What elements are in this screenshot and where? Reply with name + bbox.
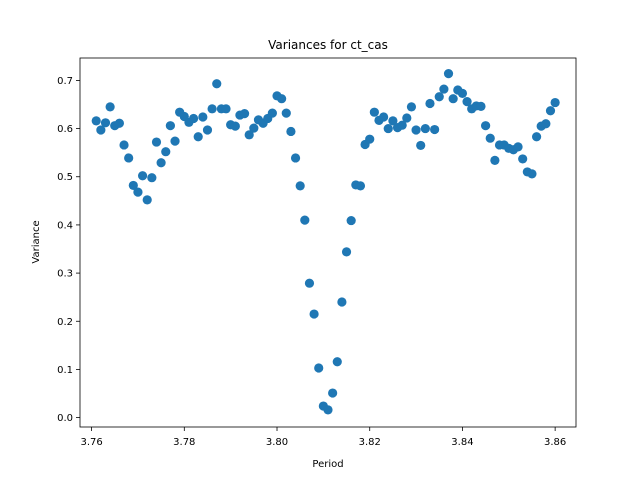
data-point — [425, 98, 435, 109]
x-tick-label: 3.82 — [359, 437, 381, 448]
data-point — [100, 118, 111, 128]
data-point — [267, 108, 277, 118]
data-point — [309, 309, 319, 319]
data-point — [212, 79, 222, 89]
x-tick-label: 3.76 — [80, 437, 102, 448]
data-point — [416, 140, 426, 151]
data-point — [481, 121, 491, 131]
data-point — [207, 104, 217, 114]
y-tick-label: 0.3 — [57, 269, 73, 280]
data-point — [513, 142, 523, 152]
data-point — [337, 297, 347, 307]
data-point — [457, 88, 468, 99]
data-point — [188, 113, 199, 124]
data-point — [462, 97, 472, 107]
data-point — [355, 181, 366, 191]
data-point — [281, 108, 291, 118]
data-point — [411, 125, 421, 135]
y-tick-label: 0.2 — [57, 317, 73, 328]
data-point — [202, 125, 213, 135]
data-point — [151, 137, 162, 147]
data-point — [439, 84, 449, 94]
data-point — [406, 102, 417, 112]
data-point — [96, 125, 106, 135]
data-point — [244, 130, 254, 140]
data-point — [314, 363, 324, 373]
data-point — [230, 121, 240, 131]
data-point — [239, 109, 250, 119]
data-point — [170, 136, 180, 146]
data-point — [133, 187, 143, 197]
data-point — [397, 120, 407, 130]
data-point — [304, 278, 315, 288]
y-axis-title: Variance — [31, 220, 42, 263]
data-point — [346, 215, 356, 226]
data-point — [402, 113, 412, 123]
data-point — [332, 357, 342, 367]
y-tick-label: 0.6 — [57, 124, 73, 135]
data-point — [383, 123, 393, 134]
y-tick-label: 0.0 — [57, 413, 73, 424]
data-point — [369, 107, 379, 117]
data-point — [147, 173, 157, 183]
data-point — [420, 123, 430, 134]
data-point — [476, 101, 486, 112]
x-tick-label: 3.78 — [173, 437, 195, 448]
data-point — [286, 126, 296, 137]
data-point — [527, 169, 537, 179]
x-axis-title: Period — [312, 459, 343, 470]
data-point — [550, 97, 560, 108]
data-point — [328, 388, 338, 398]
data-point — [341, 247, 352, 257]
data-point — [443, 69, 454, 79]
data-point — [91, 116, 101, 126]
data-point — [277, 94, 287, 104]
data-point — [541, 119, 551, 129]
x-tick-label: 3.80 — [266, 437, 288, 448]
data-point — [323, 405, 333, 415]
y-tick-label: 0.1 — [57, 365, 73, 376]
data-point — [485, 133, 495, 143]
y-tick-label: 0.4 — [57, 220, 73, 231]
data-point — [105, 102, 115, 112]
data-point — [290, 153, 301, 163]
data-point — [156, 158, 166, 168]
data-point — [119, 140, 129, 150]
data-point — [379, 112, 389, 122]
data-point — [434, 92, 444, 102]
data-point — [518, 154, 528, 164]
data-point — [193, 132, 203, 142]
data-point — [388, 116, 398, 126]
data-point — [490, 155, 500, 165]
data-point — [161, 147, 171, 157]
plot-area: 3.76 3.78 3.80 3.82 3.84 3.86 0.0 0.1 0.2 0.3 0.4 0… — [57, 57, 577, 448]
data-point — [295, 181, 305, 191]
data-point — [165, 121, 175, 131]
data-point — [142, 195, 152, 205]
data-point — [448, 94, 458, 104]
data-point — [114, 118, 124, 128]
data-point — [532, 132, 542, 142]
y-tick-label: 0.7 — [57, 76, 73, 87]
x-tick-label: 3.86 — [544, 437, 566, 448]
chart-title: Variances for ct_cas — [268, 38, 388, 52]
y-tick-label: 0.5 — [57, 172, 73, 183]
data-point — [430, 124, 440, 135]
x-tick-label: 3.84 — [451, 437, 473, 448]
data-point — [365, 134, 375, 144]
data-point — [137, 171, 148, 181]
data-point — [124, 153, 134, 163]
data-point — [128, 180, 138, 191]
data-point — [249, 123, 259, 133]
data-point — [198, 112, 208, 122]
data-point — [221, 104, 231, 114]
data-point — [300, 215, 310, 225]
data-point — [545, 106, 556, 116]
axes-frame — [79, 57, 577, 428]
